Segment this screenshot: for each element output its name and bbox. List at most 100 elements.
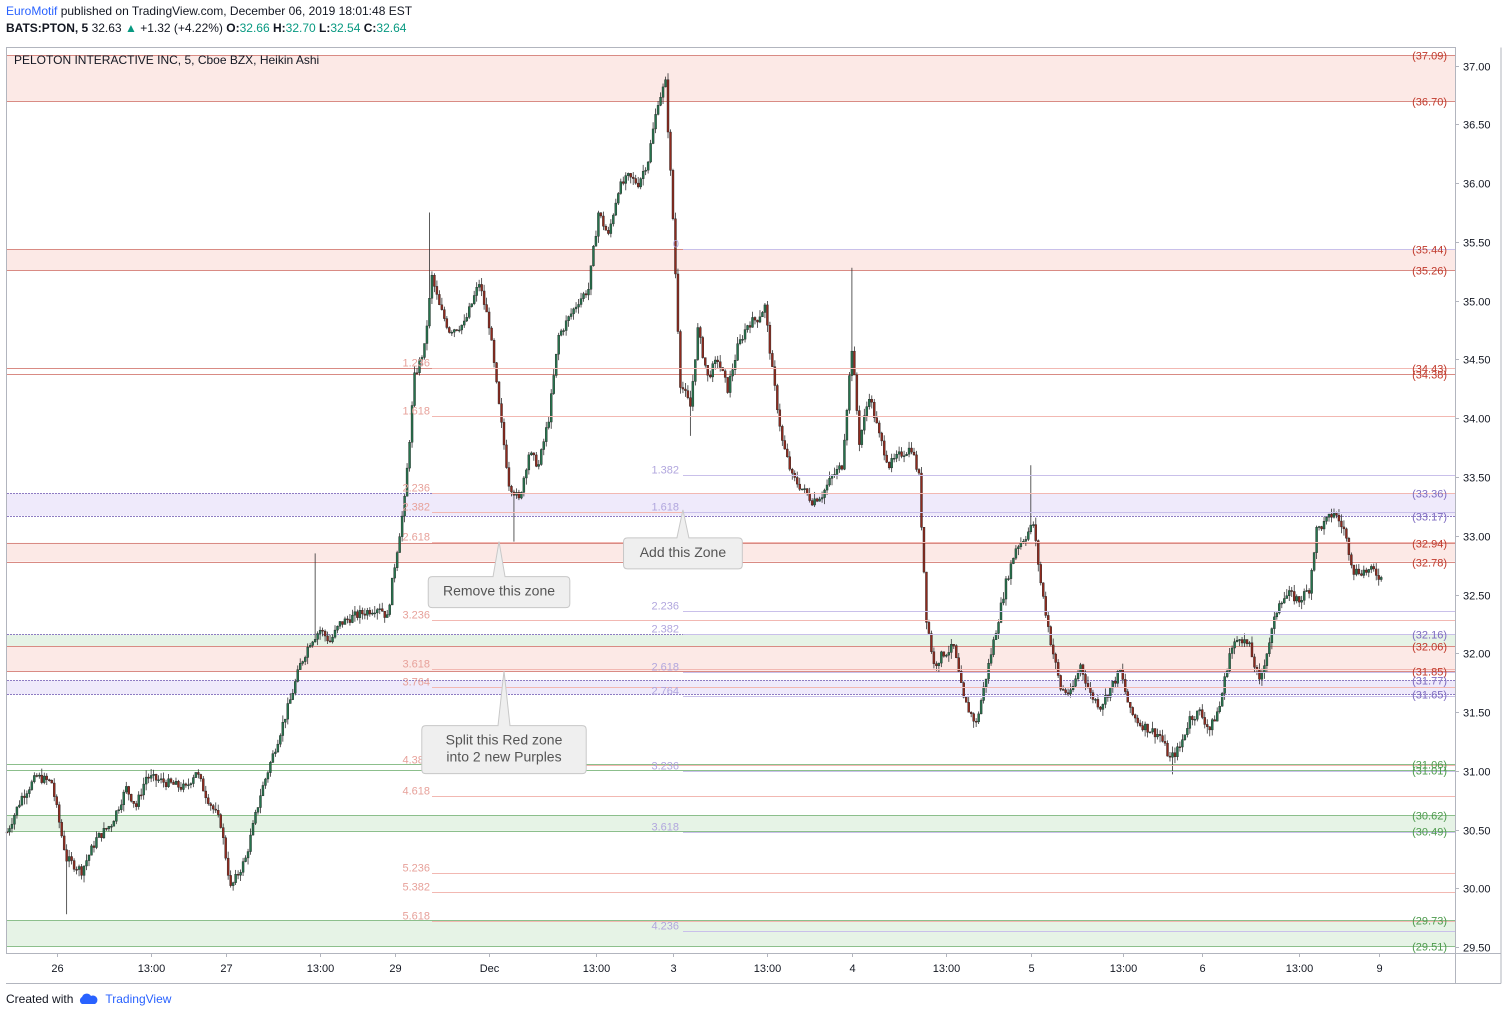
candle-body-263 [659,97,662,106]
publisher-name[interactable]: EuroMotif [6,4,58,18]
candle-body-388 [969,712,973,714]
candle-body-461 [1151,728,1154,733]
candle-body-66 [169,778,173,783]
fib-b-label-3: 2.236 [651,601,679,613]
candle-body-310 [776,385,779,411]
candle-body-174 [438,294,441,306]
candle-body-520 [1297,596,1301,603]
candle-body-551 [1375,568,1378,576]
footer: Created with TradingView [6,992,171,1006]
candle-body-19 [53,782,56,797]
tradingview-link[interactable]: TradingView [105,992,172,1006]
candle-body-153 [386,614,389,618]
candle-body-455 [1136,717,1139,724]
candle-body-45 [117,809,121,811]
y-tick-label-9: 32.50 [1463,591,1491,603]
candle-body-84 [214,808,217,811]
candle-body-159 [400,515,404,537]
candle-body-400 [999,602,1003,623]
candle-body-276 [691,381,695,407]
candle-body-46 [120,804,123,810]
candle-body-36 [95,837,98,848]
candle-body-472 [1178,746,1182,748]
candle-body-34 [90,845,93,856]
candle-body-318 [796,477,799,485]
candle-body-243 [609,223,613,234]
candle-body-364 [910,447,913,453]
candle-body-420 [1049,626,1052,646]
candle-body-258 [646,161,650,171]
candle-body-373 [932,651,936,664]
candle-body-386 [965,696,968,703]
candle-body-401 [1002,598,1005,604]
candle-body-408 [1019,542,1023,547]
candle-body-497 [1240,639,1244,644]
candle-body-65 [167,778,170,787]
candle-body-376 [940,651,943,664]
level-label-2: (35.44) [1412,245,1447,257]
candle-body-249 [624,175,627,184]
candle-body-213 [535,454,538,467]
y-tick-label-0: 37.00 [1463,62,1491,74]
fib-a-label-10: 5.236 [402,863,430,875]
candle-body-541 [1350,554,1353,566]
candle-body-350 [875,417,878,424]
candle-body-482 [1203,717,1206,725]
candle-body-316 [791,469,794,474]
candle-body-526 [1312,552,1316,571]
candle-body-98 [249,834,252,852]
y-tick-label-1: 36.50 [1463,120,1491,132]
candle-body-96 [244,857,247,862]
x-tick-label-15: 9 [1376,963,1382,975]
fib-a-label-12: 5.618 [402,911,430,923]
x-tick-label-3: 13:00 [307,963,335,975]
level-label-1: (36.70) [1412,97,1447,109]
candle-body-396 [989,654,993,664]
candle-body-132 [333,629,337,638]
candle-body-518 [1293,591,1296,602]
candle-body-54 [139,794,143,797]
y-tick-label-10: 32.00 [1463,649,1491,661]
candle-body-440 [1099,706,1102,710]
candle-body-267 [669,131,672,171]
y-ticks: 37.00 36.50 36.00 35.50 35.00 34.50 34.00 33.50… [1455,62,1491,955]
chart-title: PELOTON INTERACTIVE INC, 5, Cboe BZX, He… [14,53,319,67]
candle-body-244 [612,214,615,225]
candle-body-198 [497,381,501,404]
candle-body-410 [1024,539,1028,542]
candle-body-48 [125,786,128,793]
candle-body-527 [1315,527,1318,553]
candle-body-8 [25,793,29,798]
candle-body-387 [967,702,970,713]
x-tick-label-6: 13:00 [583,963,611,975]
candle-body-352 [880,432,883,442]
candle-body-549 [1370,566,1373,570]
candle-body-528 [1317,526,1321,528]
candle-body-523 [1305,590,1308,592]
candle-body-50 [130,793,133,802]
candle-body-432 [1079,664,1082,674]
candle-body-162 [408,442,411,469]
y-tick-label-6: 34.00 [1463,414,1491,426]
candle-body-28 [75,869,78,871]
candle-body-47 [122,791,125,806]
candle-body-140 [353,611,357,616]
candle-body-384 [960,671,963,683]
candle-body-216 [542,441,545,450]
candle-body-228 [572,308,575,315]
candle-body-219 [550,393,553,423]
candle-body-136 [343,618,347,625]
candle-body-475 [1186,728,1189,735]
candle-body-186 [468,306,471,318]
candle-body-407 [1017,546,1020,549]
candle-body-102 [259,795,262,808]
candle-body-229 [574,306,578,310]
zone-red-0 [7,55,1455,101]
candle-body-331 [828,478,831,486]
x-tick-label-2: 27 [220,963,232,975]
candle-body-297 [743,329,747,340]
candle-body-312 [781,426,784,441]
candle-body-78 [199,774,203,780]
candle-body-14 [40,774,43,783]
